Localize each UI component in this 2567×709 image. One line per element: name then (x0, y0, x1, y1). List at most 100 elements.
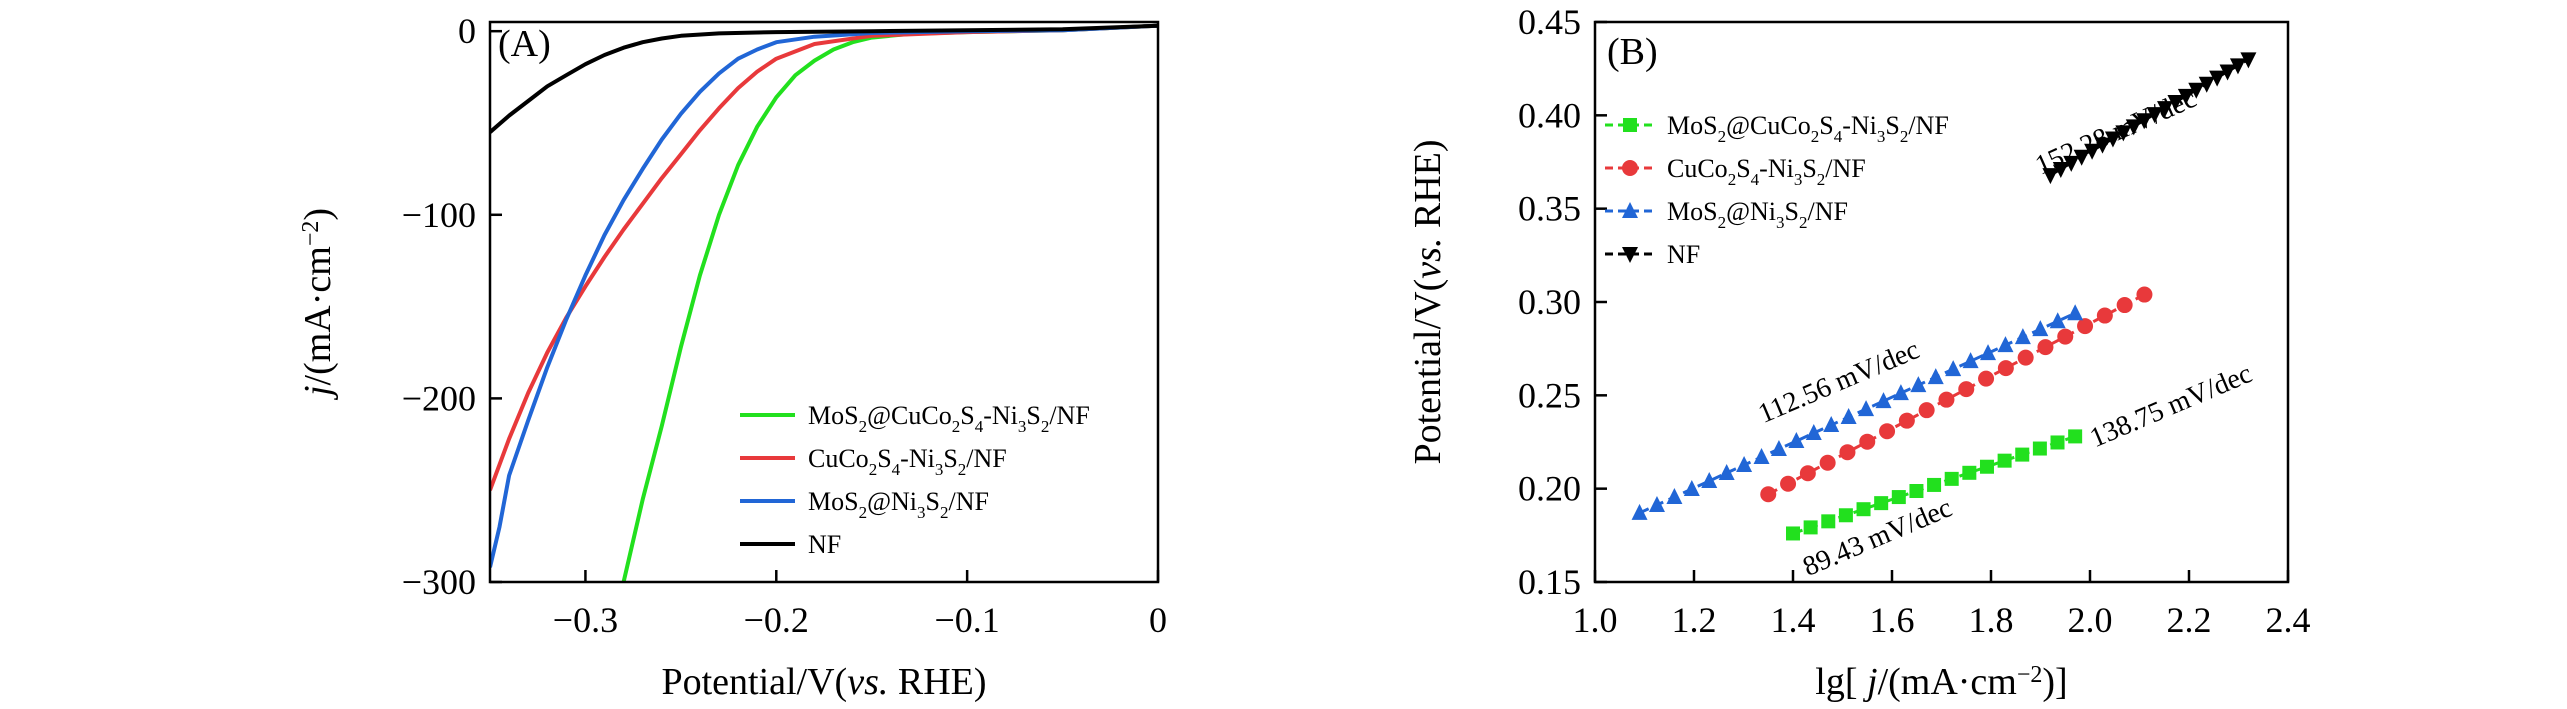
data-point (1648, 495, 1665, 512)
x-tick-label-a: −0.2 (744, 600, 809, 640)
data-point (1938, 391, 1955, 408)
x-axis-label-a: Potential/V(vs. RHE) (661, 661, 986, 703)
y-tick-label-b: 0.15 (1518, 562, 1581, 602)
data-point (2177, 88, 2194, 105)
data-point (2136, 113, 2153, 130)
data-point (2073, 149, 2090, 166)
series-line-3 (490, 23, 1158, 134)
panel-a: −0.3 −0.2 −0.1 0 0 −100 −200 −300 (A) Potential/V… (297, 11, 1167, 703)
data-point (1944, 471, 1959, 486)
data-point (2032, 441, 2047, 456)
legend-label-b: NF (1667, 240, 1700, 269)
data-point (2157, 101, 2174, 118)
legend-label-a: CuCo2S4-Ni3S2/NF (808, 444, 1007, 479)
x-tick-label-b: 2.2 (2167, 600, 2212, 640)
data-point (1856, 502, 1871, 517)
x-tick-label-b: 1.0 (1573, 600, 1618, 640)
y-tick-label-b: 0.30 (1518, 282, 1581, 322)
data-point (1770, 440, 1787, 457)
data-point (1623, 118, 1637, 132)
data-point (2050, 435, 2065, 450)
data-point (1805, 424, 1822, 441)
data-point (1918, 402, 1935, 419)
y-tick-label-a: −300 (402, 562, 476, 602)
data-point (1622, 247, 1638, 263)
data-point (2037, 339, 2054, 356)
data-point (1666, 487, 1683, 504)
data-point (2057, 328, 2074, 345)
tafel-slope-label: 152.28 mV/dec (2031, 83, 2201, 182)
data-point (2049, 312, 2066, 329)
x-tick-label-b: 1.4 (1771, 600, 1816, 640)
data-point (1622, 160, 1638, 176)
data-point (2067, 304, 2084, 321)
y-tick-label-b: 0.45 (1518, 2, 1581, 42)
data-point (2116, 297, 2133, 314)
data-point (2063, 155, 2080, 172)
y-tick-label-a: 0 (458, 11, 476, 51)
y-tick-label-b: 0.40 (1518, 95, 1581, 135)
data-point (1980, 344, 1997, 361)
data-point (1780, 475, 1797, 492)
data-point (2167, 94, 2184, 111)
data-point (2015, 447, 2030, 462)
x-tick-label-b: 2.0 (2068, 600, 2113, 640)
legend-label-b: MoS2@Ni3S2/NF (1667, 197, 1848, 232)
data-point (1927, 477, 1942, 492)
data-point (1927, 368, 1944, 385)
y-tick-label-a: −200 (402, 378, 476, 418)
data-point (1823, 416, 1840, 433)
panel-label-a: (A) (498, 23, 551, 65)
legend-label-a: MoS2@Ni3S2/NF (808, 487, 989, 522)
data-point (1701, 471, 1718, 488)
data-point (1945, 360, 1962, 377)
data-point (2096, 307, 2113, 324)
x-tick-label-a: −0.1 (934, 600, 999, 640)
data-point (2125, 119, 2142, 136)
data-point (2014, 328, 2031, 345)
data-point (1997, 336, 2014, 353)
data-point (1958, 381, 1975, 398)
data-point (1978, 370, 1995, 387)
x-tick-label-a: −0.3 (553, 600, 618, 640)
data-point (1838, 508, 1853, 523)
x-tick-label-a: 0 (1149, 600, 1167, 640)
data-point (1909, 484, 1924, 498)
data-point (1683, 479, 1700, 496)
data-point (2052, 161, 2069, 178)
data-point (2146, 107, 2163, 124)
data-point (2042, 168, 2059, 185)
data-point (1892, 384, 1909, 401)
data-point (1875, 392, 1892, 409)
data-point (1979, 459, 1994, 474)
data-point (1803, 520, 1818, 535)
data-point (2229, 58, 2246, 75)
data-point (1821, 514, 1836, 529)
series-line-2 (490, 23, 1158, 568)
y-tick-label-b: 0.25 (1518, 375, 1581, 415)
legend-label-a: NF (808, 530, 841, 559)
panel-label-b: (B) (1607, 31, 1658, 73)
data-point (1718, 463, 1735, 480)
data-point (2084, 143, 2101, 160)
data-point (1997, 360, 2014, 377)
series-line-1 (490, 23, 1158, 491)
data-point (1997, 453, 2012, 468)
data-point (1879, 423, 1896, 440)
x-axis-label-b: lg[ j/(mA·cm−2)] (1815, 661, 2067, 703)
data-point (1858, 400, 1875, 417)
legend-label-b: CuCo2S4-Ni3S2/NF (1667, 154, 1866, 189)
x-tick-label-b: 1.6 (1870, 600, 1915, 640)
y-tick-label-b: 0.35 (1518, 189, 1581, 229)
data-point (1962, 465, 1977, 480)
data-point (2136, 286, 2153, 303)
data-point (2017, 349, 2034, 366)
data-point (1819, 454, 1836, 471)
tafel-slope-label: 112.56 mV/dec (1754, 334, 1924, 430)
y-axis-label-b: Potential/V(vs. RHE) (1407, 139, 1449, 464)
data-point (1910, 376, 1927, 393)
y-tick-label-b: 0.20 (1518, 469, 1581, 509)
data-point (2209, 70, 2226, 87)
data-point (1786, 526, 1800, 541)
